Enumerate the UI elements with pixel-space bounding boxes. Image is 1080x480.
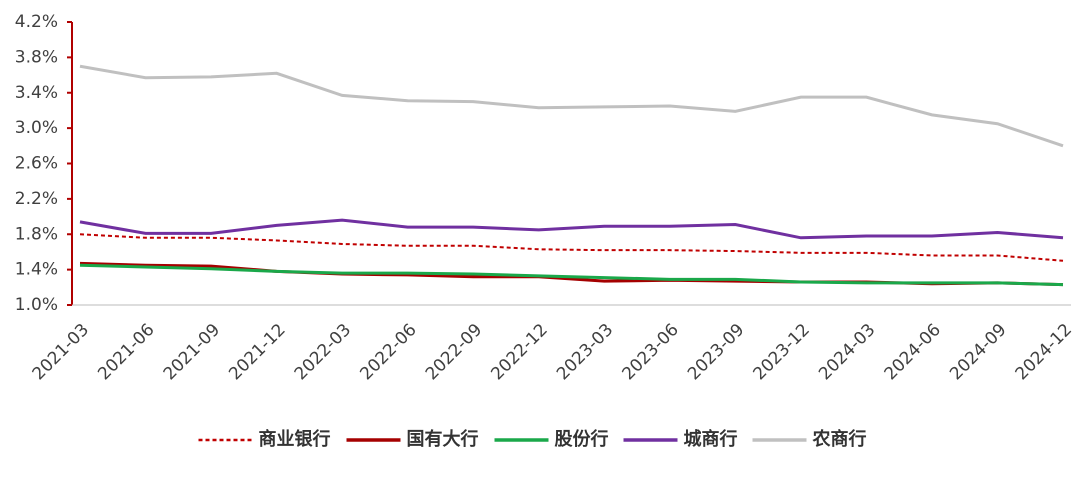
x-tick-label: 2024-06	[881, 320, 945, 384]
series-line	[79, 64, 1064, 148]
x-tick-label: 2024-12	[1012, 320, 1076, 384]
legend-label: 国有大行	[407, 428, 479, 450]
legend-label: 城商行	[684, 428, 738, 450]
y-tick-label: 1.8%	[15, 224, 58, 244]
x-tick-label: 2023-09	[684, 320, 748, 384]
x-tick-label: 2021-03	[29, 320, 93, 384]
y-tick-label: 3.8%	[15, 47, 58, 67]
series-line	[79, 263, 1064, 287]
x-tick-label: 2021-06	[94, 320, 158, 384]
y-tick-label: 1.0%	[15, 295, 58, 315]
x-tick-label: 2024-03	[815, 320, 879, 384]
legend-label: 农商行	[812, 428, 867, 450]
x-tick-label: 2023-03	[553, 320, 617, 384]
legend-label: 股份行	[554, 428, 609, 450]
y-tick-label: 2.6%	[15, 154, 58, 174]
y-tick-label: 4.2%	[15, 12, 58, 32]
series-line	[79, 233, 1064, 262]
y-tick-label: 3.0%	[15, 118, 58, 138]
x-tick-label: 2022-06	[356, 320, 420, 384]
x-tick-label: 2021-12	[225, 320, 289, 384]
x-tick-label: 2023-06	[619, 320, 683, 384]
x-tick-label: 2022-12	[487, 320, 551, 384]
x-tick-label: 2021-09	[160, 320, 224, 384]
y-tick-label: 1.4%	[15, 260, 58, 280]
x-tick-label: 2023-12	[750, 320, 814, 384]
x-tick-label: 2022-03	[291, 320, 355, 384]
series-line	[79, 218, 1064, 240]
y-tick-label: 2.2%	[15, 189, 58, 209]
y-tick-label: 3.4%	[15, 83, 58, 103]
legend-label: 商业银行	[259, 428, 331, 450]
x-tick-label: 2024-09	[946, 320, 1010, 384]
x-tick-label: 2022-09	[422, 320, 486, 384]
